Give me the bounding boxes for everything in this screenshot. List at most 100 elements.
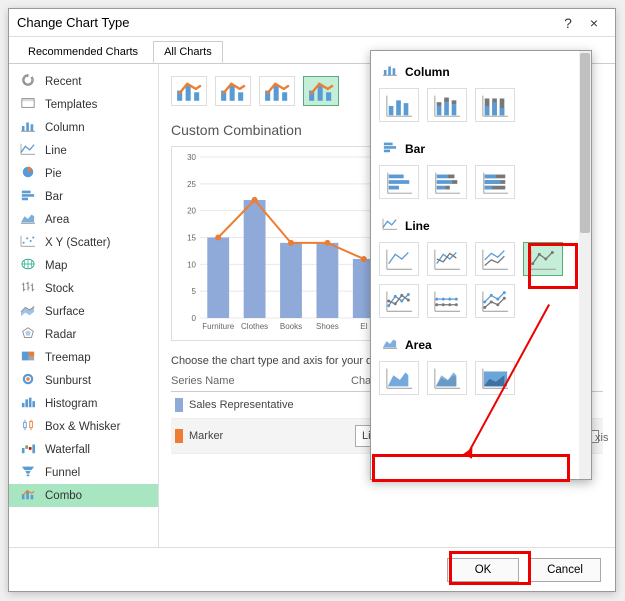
tab-recommended[interactable]: Recommended Charts [17, 41, 149, 63]
stock-icon [19, 280, 37, 297]
sidebar-item-templates[interactable]: Templates [9, 93, 158, 116]
sidebar-item-label: Treemap [45, 352, 91, 364]
chart-type-option[interactable] [427, 165, 467, 199]
templates-icon [19, 96, 37, 113]
titlebar: Change Chart Type ? × [9, 9, 615, 37]
sidebar-item-label: Histogram [45, 398, 97, 410]
line-icon [381, 217, 399, 234]
bar-icon [381, 140, 399, 157]
secondary-axis-label-fragment: xis [595, 432, 608, 444]
cancel-button[interactable]: Cancel [529, 558, 601, 582]
chart-type-option[interactable] [523, 242, 563, 276]
close-button[interactable]: × [581, 13, 607, 33]
sidebar-item-label: Recent [45, 76, 81, 88]
svg-text:Shoes: Shoes [316, 322, 339, 331]
combo-subtype-0[interactable] [171, 76, 207, 106]
sidebar-item-label: Waterfall [45, 444, 90, 456]
sidebar-item-stock[interactable]: Stock [9, 277, 158, 300]
sidebar-item-label: Pie [45, 168, 62, 180]
chart-category-sidebar: Recent TemplatesColumn Line Pie Bar Area X Y (… [9, 64, 159, 547]
svg-text:Books: Books [280, 322, 302, 331]
sidebar-item-radar[interactable]: Radar [9, 323, 158, 346]
popup-grid [379, 242, 575, 330]
sidebar-item-label: Radar [45, 329, 76, 341]
scatter-icon [19, 234, 37, 251]
chart-type-option[interactable] [475, 165, 515, 199]
sidebar-item-pie[interactable]: Pie [9, 162, 158, 185]
help-button[interactable]: ? [555, 13, 581, 33]
sidebar-item-bar[interactable]: Bar [9, 185, 158, 208]
svg-text:15: 15 [187, 234, 196, 243]
chart-type-option[interactable] [427, 242, 467, 276]
sidebar-item-column[interactable]: Column [9, 116, 158, 139]
tab-all-charts[interactable]: All Charts [153, 41, 223, 63]
treemap-icon [19, 349, 37, 366]
sidebar-item-combo[interactable]: Combo [9, 484, 158, 507]
chart-type-option[interactable] [475, 88, 515, 122]
sidebar-item-label: Stock [45, 283, 74, 295]
popup-section-area: Area [379, 330, 575, 361]
sidebar-item-histogram[interactable]: Histogram [9, 392, 158, 415]
chart-type-option[interactable] [379, 284, 419, 318]
sidebar-item-treemap[interactable]: Treemap [9, 346, 158, 369]
popup-section-column: Column [379, 57, 575, 88]
sidebar-item-line[interactable]: Line [9, 139, 158, 162]
dialog-title: Change Chart Type [17, 15, 555, 30]
svg-text:0: 0 [192, 314, 197, 323]
column-icon [19, 119, 37, 136]
sidebar-item-waterfall[interactable]: Waterfall [9, 438, 158, 461]
popup-section-bar: Bar [379, 134, 575, 165]
popup-section-label: Line [405, 219, 430, 233]
popup-grid [379, 88, 575, 134]
combo-subtype-3[interactable] [303, 76, 339, 106]
bar-icon [19, 188, 37, 205]
surface-icon [19, 303, 37, 320]
popup-grid [379, 165, 575, 211]
chart-type-option[interactable] [427, 88, 467, 122]
combo-subtype-1[interactable] [215, 76, 251, 106]
svg-text:30: 30 [187, 153, 196, 162]
sidebar-item-label: Line [45, 145, 67, 157]
chart-type-option[interactable] [475, 284, 515, 318]
sidebar-item-label: Funnel [45, 467, 80, 479]
sunburst-icon [19, 372, 37, 389]
sidebar-item-map[interactable]: Map [9, 254, 158, 277]
chart-type-option[interactable] [427, 361, 467, 395]
svg-text:Furniture: Furniture [202, 322, 235, 331]
chart-type-option[interactable] [379, 88, 419, 122]
chart-type-option[interactable] [427, 284, 467, 318]
waterfall-icon [19, 441, 37, 458]
recent-icon [19, 73, 37, 90]
sidebar-item-surface[interactable]: Surface [9, 300, 158, 323]
area-icon [381, 336, 399, 353]
histogram-icon [19, 395, 37, 412]
chart-type-option[interactable] [379, 165, 419, 199]
sidebar-item-label: Box & Whisker [45, 421, 120, 433]
chart-type-option[interactable] [475, 242, 515, 276]
sidebar-item-sunburst[interactable]: Sunburst [9, 369, 158, 392]
sidebar-item-label: X Y (Scatter) [45, 237, 110, 249]
combo-subtype-2[interactable] [259, 76, 295, 106]
chart-type-dropdown-popup: Column Bar Line Area [370, 50, 592, 480]
sidebar-item-recent[interactable]: Recent [9, 70, 158, 93]
sidebar-item-box[interactable]: Box & Whisker [9, 415, 158, 438]
sidebar-item-label: Area [45, 214, 69, 226]
popup-section-label: Area [405, 338, 432, 352]
column-icon [381, 63, 399, 80]
svg-text:20: 20 [187, 207, 196, 216]
chart-type-option[interactable] [379, 361, 419, 395]
chart-type-option[interactable] [379, 242, 419, 276]
popup-scrollbar-thumb[interactable] [580, 53, 590, 233]
sidebar-item-area[interactable]: Area [9, 208, 158, 231]
popup-section-line: Line [379, 211, 575, 242]
svg-text:10: 10 [187, 260, 196, 269]
sidebar-item-label: Combo [45, 490, 82, 502]
sidebar-item-funnel[interactable]: Funnel [9, 461, 158, 484]
ok-button[interactable]: OK [447, 558, 519, 582]
popup-scrollbar[interactable] [579, 51, 591, 479]
pie-icon [19, 165, 37, 182]
svg-text:El: El [360, 322, 367, 331]
sidebar-item-scatter[interactable]: X Y (Scatter) [9, 231, 158, 254]
sidebar-item-label: Bar [45, 191, 63, 203]
preview-chart: 051015202530FurnitureClothesBooksShoesEl [171, 146, 391, 341]
